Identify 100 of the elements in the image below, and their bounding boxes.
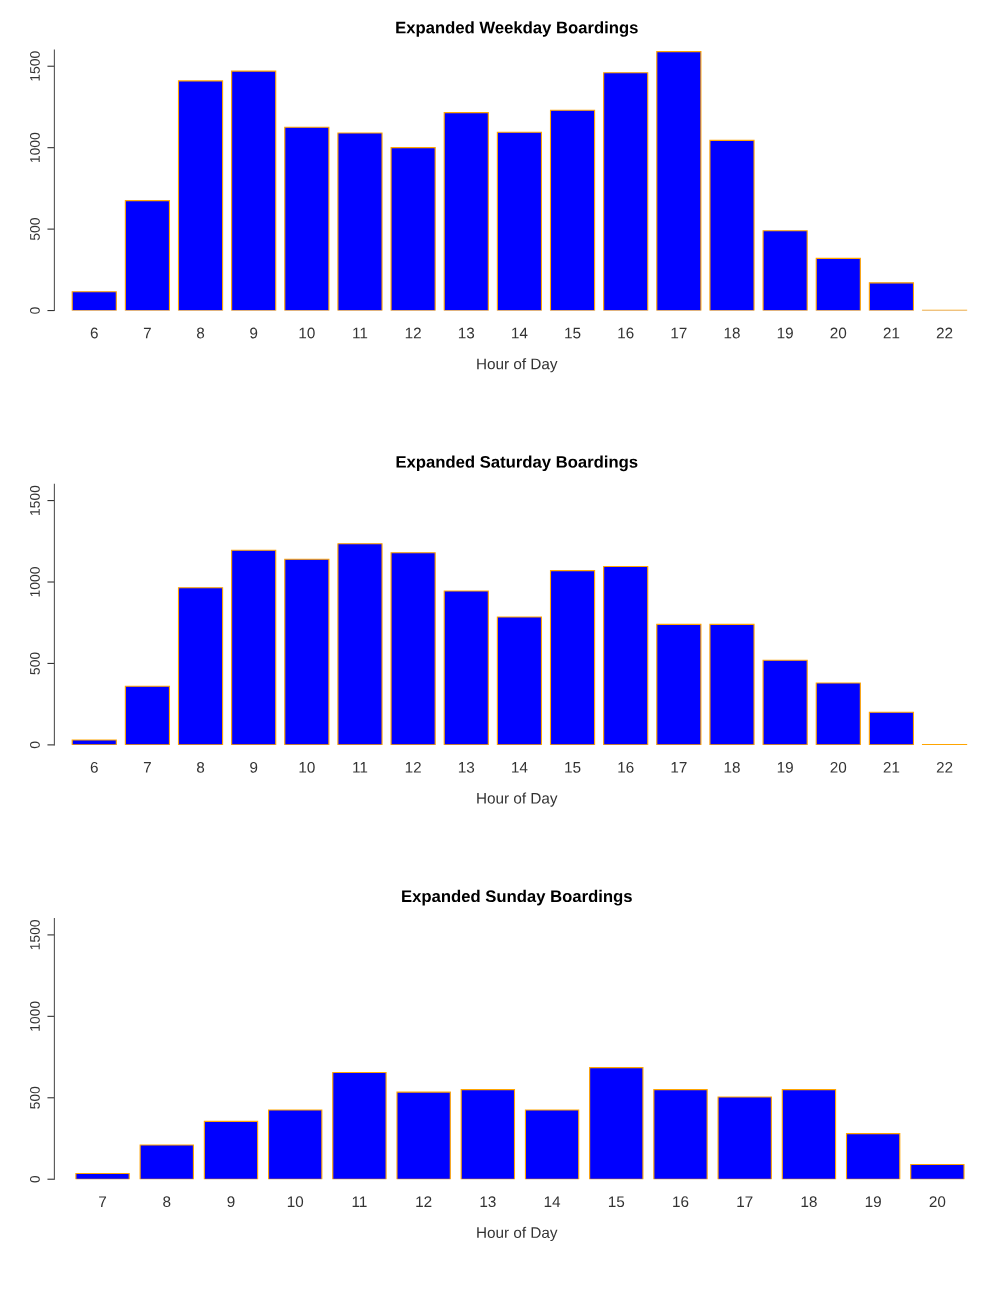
x-tick-label: 6	[90, 327, 98, 339]
bar	[460, 1089, 516, 1180]
bar	[337, 132, 383, 311]
x-tick-label: 16	[673, 1196, 689, 1208]
y-tick-label: 1000	[30, 567, 40, 597]
x-tick-label: 11	[353, 762, 368, 773]
x-tick-label: 11	[353, 327, 368, 339]
bar	[139, 1144, 194, 1180]
bar	[496, 131, 543, 311]
bar	[203, 1120, 259, 1180]
bar	[268, 1109, 323, 1180]
bar	[124, 200, 171, 311]
bar	[656, 623, 702, 745]
x-axis-title: Hour of Day	[477, 1226, 558, 1242]
bar	[396, 1091, 451, 1180]
y-tick-label: 500	[30, 652, 40, 675]
bar	[845, 1133, 901, 1180]
x-tick-label: 14	[512, 327, 528, 339]
bar	[603, 565, 649, 745]
bar	[443, 590, 489, 745]
x-tick-label: 12	[405, 327, 421, 339]
y-tick-label: 1500	[30, 51, 40, 81]
bar	[71, 291, 117, 311]
x-tick-label: 7	[99, 1196, 107, 1207]
bar	[910, 1164, 965, 1180]
bar	[549, 109, 596, 311]
bar	[549, 570, 596, 745]
bar	[868, 282, 915, 311]
bar	[709, 139, 755, 311]
y-tick-label: 500	[30, 218, 40, 241]
x-tick-label: 22	[936, 327, 953, 339]
x-tick-label: 19	[777, 761, 793, 773]
x-tick-label: 17	[671, 327, 687, 339]
x-tick-label: 7	[143, 327, 151, 339]
bar	[868, 711, 915, 745]
bar	[443, 112, 489, 311]
x-tick-label: 10	[299, 327, 315, 339]
y-tick-label: 0	[30, 307, 40, 314]
x-tick-label: 14	[544, 1196, 561, 1207]
bar	[781, 1089, 837, 1180]
y-tick-label: 0	[30, 1175, 40, 1183]
bar	[75, 1172, 130, 1180]
bar	[589, 1067, 644, 1180]
bar	[390, 147, 436, 311]
y-tick-label: 500	[30, 1086, 40, 1109]
x-tick-label: 19	[865, 1196, 881, 1208]
x-tick-label: 14	[512, 762, 528, 773]
x-axis-title: Hour of Day	[477, 358, 558, 373]
bar	[815, 257, 861, 311]
bar	[762, 659, 808, 745]
bar	[177, 587, 224, 745]
x-tick-label: 18	[724, 327, 740, 339]
x-tick-label: 11	[352, 1196, 367, 1207]
bar	[815, 682, 861, 745]
bar	[709, 623, 755, 745]
x-tick-label: 8	[196, 327, 205, 339]
x-tick-label: 15	[565, 327, 581, 339]
x-tick-label: 13	[458, 761, 475, 773]
x-tick-label: 18	[724, 761, 740, 773]
x-tick-label: 15	[608, 1196, 625, 1208]
bar	[177, 80, 224, 311]
x-tick-label: 22	[936, 761, 953, 773]
x-tick-label: 13	[480, 1196, 496, 1208]
bar	[390, 552, 436, 745]
x-tick-label: 21	[883, 327, 900, 339]
x-tick-label: 10	[287, 1196, 304, 1208]
x-tick-label: 7	[143, 762, 151, 773]
x-tick-label: 17	[671, 762, 687, 773]
x-tick-label: 17	[737, 1196, 753, 1207]
bar	[603, 72, 649, 311]
y-tick-label: 0	[30, 741, 40, 749]
x-tick-label: 20	[830, 327, 847, 339]
x-axis-title: Hour of Day	[477, 792, 558, 807]
x-tick-label: 13	[458, 327, 475, 339]
bar	[231, 549, 277, 745]
chart-title: Expanded Weekday Boardings	[396, 21, 638, 37]
x-tick-label: 21	[883, 761, 900, 773]
bar	[653, 1089, 708, 1180]
x-tick-label: 9	[227, 1196, 235, 1208]
bar	[231, 70, 277, 311]
y-tick-label: 1000	[30, 132, 40, 163]
x-tick-label: 18	[801, 1196, 817, 1208]
y-tick-label: 1500	[30, 485, 40, 515]
x-tick-label: 8	[163, 1196, 171, 1208]
x-tick-label: 12	[405, 761, 421, 773]
x-tick-label: 12	[416, 1196, 432, 1207]
y-tick-label: 1000	[30, 1001, 40, 1031]
bar	[284, 126, 330, 311]
bar	[284, 558, 330, 745]
x-tick-label: 15	[565, 762, 581, 773]
bar	[71, 739, 117, 745]
x-tick-label: 6	[90, 761, 98, 773]
x-tick-label: 10	[299, 761, 315, 773]
x-tick-label: 19	[777, 327, 793, 339]
bar	[762, 230, 808, 311]
x-tick-label: 16	[618, 761, 634, 773]
x-tick-label: 16	[618, 327, 634, 339]
bar	[332, 1071, 387, 1180]
bar	[337, 543, 383, 745]
bar	[717, 1096, 772, 1180]
